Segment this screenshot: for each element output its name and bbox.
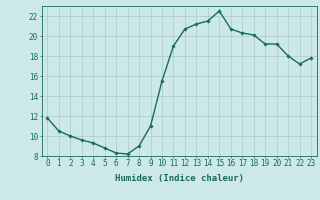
X-axis label: Humidex (Indice chaleur): Humidex (Indice chaleur) xyxy=(115,174,244,183)
